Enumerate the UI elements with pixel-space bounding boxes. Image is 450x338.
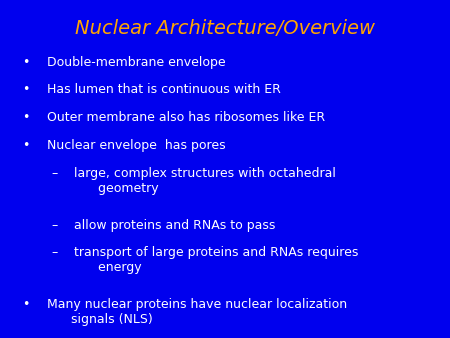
Text: Nuclear envelope  has pores: Nuclear envelope has pores (47, 139, 226, 152)
Text: •: • (22, 298, 30, 311)
Text: Nuclear Architecture/Overview: Nuclear Architecture/Overview (75, 19, 375, 38)
Text: •: • (22, 83, 30, 96)
Text: •: • (22, 56, 30, 69)
Text: •: • (22, 139, 30, 152)
Text: –: – (52, 219, 58, 232)
Text: large, complex structures with octahedral
      geometry: large, complex structures with octahedra… (74, 167, 336, 195)
Text: –: – (52, 167, 58, 179)
Text: Many nuclear proteins have nuclear localization
      signals (NLS): Many nuclear proteins have nuclear local… (47, 298, 347, 327)
Text: transport of large proteins and RNAs requires
      energy: transport of large proteins and RNAs req… (74, 246, 359, 274)
Text: •: • (22, 111, 30, 124)
Text: Has lumen that is continuous with ER: Has lumen that is continuous with ER (47, 83, 281, 96)
Text: allow proteins and RNAs to pass: allow proteins and RNAs to pass (74, 219, 275, 232)
Text: –: – (52, 246, 58, 259)
Text: Outer membrane also has ribosomes like ER: Outer membrane also has ribosomes like E… (47, 111, 325, 124)
Text: Double-membrane envelope: Double-membrane envelope (47, 56, 226, 69)
